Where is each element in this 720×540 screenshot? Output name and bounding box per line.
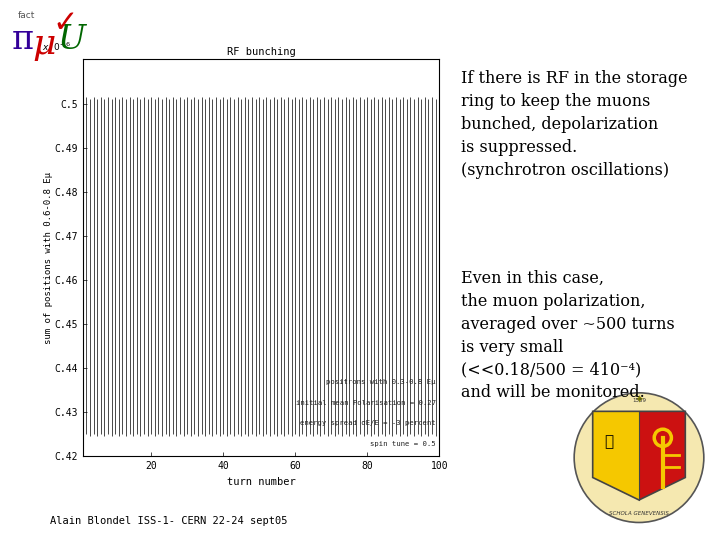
Text: energy spread σE/E = -3 percent: energy spread σE/E = -3 percent: [300, 420, 436, 426]
Y-axis label: sum of positions with 0.6-0.8 Eμ: sum of positions with 0.6-0.8 Eμ: [44, 172, 53, 344]
Text: If there is RF in the storage
ring to keep the muons
bunched, depolarization
is : If there is RF in the storage ring to ke…: [461, 70, 688, 179]
Text: spin tune = 0.5: spin tune = 0.5: [370, 441, 436, 447]
Title: RF bunching: RF bunching: [227, 47, 295, 57]
X-axis label: turn number: turn number: [227, 477, 295, 487]
Circle shape: [654, 429, 672, 447]
Polygon shape: [593, 411, 639, 500]
Polygon shape: [639, 411, 685, 500]
Text: positrons with 0.3-0.8 Eμ: positrons with 0.3-0.8 Eμ: [326, 379, 436, 385]
Text: ✦: ✦: [634, 395, 644, 405]
Text: SCHOLA GENEVENSIS: SCHOLA GENEVENSIS: [609, 511, 669, 516]
Text: π: π: [12, 24, 35, 56]
Text: Alain Blondel ISS-1- CERN 22-24 sept05: Alain Blondel ISS-1- CERN 22-24 sept05: [50, 516, 288, 526]
Text: 🦅: 🦅: [604, 434, 613, 449]
Text: 1559: 1559: [632, 399, 646, 403]
Text: ✓: ✓: [53, 9, 78, 38]
Text: $x\cdot 0^{-6}$: $x\cdot 0^{-6}$: [42, 41, 71, 53]
Text: U: U: [58, 24, 86, 56]
Circle shape: [574, 393, 704, 523]
Text: initial mean Polarisation = 0.27: initial mean Polarisation = 0.27: [296, 400, 436, 406]
Text: Even in this case,
the muon polarization,
averaged over ~500 turns
is very small: Even in this case, the muon polarization…: [461, 270, 675, 401]
Text: μ: μ: [32, 27, 56, 61]
Text: fact: fact: [17, 11, 35, 20]
